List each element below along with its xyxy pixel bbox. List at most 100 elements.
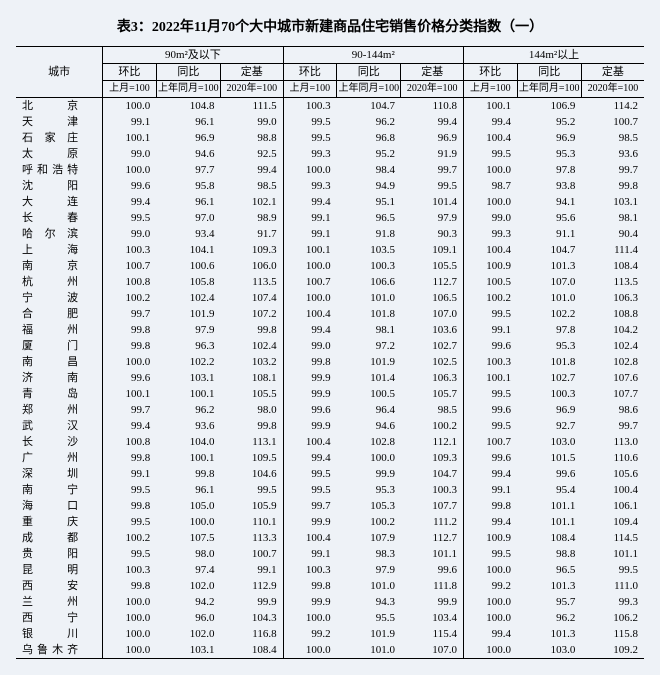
value-cell: 99.3 [464, 226, 518, 242]
table-row: 乌鲁木齐100.0103.1108.4100.0101.0107.0100.01… [16, 642, 644, 659]
value-cell: 99.7 [401, 162, 464, 178]
value-cell: 105.6 [581, 466, 644, 482]
value-cell: 99.5 [103, 514, 157, 530]
value-cell: 100.1 [283, 242, 337, 258]
value-cell: 100.0 [464, 594, 518, 610]
value-cell: 96.8 [337, 130, 401, 146]
value-cell: 100.9 [464, 258, 518, 274]
value-cell: 99.0 [103, 146, 157, 162]
value-cell: 100.7 [464, 434, 518, 450]
value-cell: 102.0 [156, 626, 220, 642]
value-cell: 100.4 [464, 242, 518, 258]
value-cell: 100.4 [464, 130, 518, 146]
price-index-table: 城市 90m²及以下 90-144m² 144m²以上 环比 同比 定基 环比 … [16, 46, 644, 659]
table-row: 长春99.597.098.999.196.597.999.095.698.1 [16, 210, 644, 226]
sub-tb: 同比 [517, 64, 581, 81]
value-cell: 99.1 [221, 562, 284, 578]
value-cell: 108.8 [581, 306, 644, 322]
value-cell: 97.4 [156, 562, 220, 578]
value-cell: 101.3 [517, 626, 581, 642]
value-cell: 99.5 [103, 210, 157, 226]
value-cell: 103.1 [156, 370, 220, 386]
value-cell: 99.7 [283, 498, 337, 514]
value-cell: 95.2 [517, 114, 581, 130]
value-cell: 99.6 [401, 562, 464, 578]
value-cell: 99.7 [103, 402, 157, 418]
value-cell: 99.4 [464, 114, 518, 130]
sub-hb: 环比 [464, 64, 518, 81]
city-name: 南昌 [16, 354, 103, 370]
value-cell: 104.7 [401, 466, 464, 482]
value-cell: 99.1 [464, 322, 518, 338]
table-row: 哈尔滨99.093.491.799.191.890.399.391.190.4 [16, 226, 644, 242]
value-cell: 116.8 [221, 626, 284, 642]
value-cell: 101.0 [517, 290, 581, 306]
city-name: 昆明 [16, 562, 103, 578]
value-cell: 100.3 [103, 562, 157, 578]
value-cell: 108.4 [221, 642, 284, 659]
value-cell: 97.0 [156, 210, 220, 226]
value-cell: 113.5 [581, 274, 644, 290]
table-row: 宁波100.2102.4107.4100.0101.0106.5100.2101… [16, 290, 644, 306]
value-cell: 100.0 [283, 290, 337, 306]
value-cell: 100.0 [283, 642, 337, 659]
city-name: 长春 [16, 210, 103, 226]
value-cell: 100.0 [103, 594, 157, 610]
value-cell: 100.4 [581, 482, 644, 498]
value-cell: 111.8 [401, 578, 464, 594]
value-cell: 97.2 [337, 338, 401, 354]
value-cell: 100.0 [103, 610, 157, 626]
value-cell: 107.9 [337, 530, 401, 546]
city-name: 天津 [16, 114, 103, 130]
value-cell: 113.3 [221, 530, 284, 546]
city-name: 武汉 [16, 418, 103, 434]
value-cell: 92.5 [221, 146, 284, 162]
table-row: 南昌100.0102.2103.299.8101.9102.5100.3101.… [16, 354, 644, 370]
value-cell: 103.0 [517, 434, 581, 450]
sub-tb: 同比 [337, 64, 401, 81]
value-cell: 94.6 [156, 146, 220, 162]
base-1: 上年同月=100 [337, 81, 401, 98]
table-row: 深圳99.199.8104.699.599.9104.799.499.6105.… [16, 466, 644, 482]
value-cell: 99.9 [221, 594, 284, 610]
sub-hb: 环比 [103, 64, 157, 81]
table-row: 天津99.196.199.099.596.299.499.495.2100.7 [16, 114, 644, 130]
value-cell: 105.7 [401, 386, 464, 402]
value-cell: 90.3 [401, 226, 464, 242]
value-cell: 99.6 [517, 466, 581, 482]
value-cell: 106.0 [221, 258, 284, 274]
value-cell: 96.5 [517, 562, 581, 578]
value-cell: 100.6 [156, 258, 220, 274]
value-cell: 95.3 [517, 146, 581, 162]
value-cell: 100.2 [401, 418, 464, 434]
value-cell: 99.1 [103, 114, 157, 130]
value-cell: 96.2 [156, 402, 220, 418]
value-cell: 102.5 [401, 354, 464, 370]
value-cell: 99.8 [581, 178, 644, 194]
value-cell: 100.3 [464, 354, 518, 370]
value-cell: 101.1 [401, 546, 464, 562]
value-cell: 110.8 [401, 98, 464, 115]
value-cell: 105.9 [221, 498, 284, 514]
value-cell: 100.3 [103, 242, 157, 258]
value-cell: 95.7 [517, 594, 581, 610]
table-row: 厦门99.896.3102.499.097.2102.799.695.3102.… [16, 338, 644, 354]
value-cell: 100.7 [283, 274, 337, 290]
value-cell: 109.1 [401, 242, 464, 258]
value-cell: 98.8 [221, 130, 284, 146]
base-0: 上月=100 [103, 81, 157, 98]
value-cell: 113.1 [221, 434, 284, 450]
value-cell: 93.6 [156, 418, 220, 434]
value-cell: 95.8 [156, 178, 220, 194]
value-cell: 103.6 [401, 322, 464, 338]
group-2: 144m²以上 [464, 47, 645, 64]
value-cell: 115.4 [401, 626, 464, 642]
value-cell: 101.4 [401, 194, 464, 210]
value-cell: 107.7 [401, 498, 464, 514]
value-cell: 100.1 [103, 386, 157, 402]
value-cell: 106.3 [581, 290, 644, 306]
value-cell: 99.7 [581, 162, 644, 178]
value-cell: 105.3 [337, 498, 401, 514]
value-cell: 107.6 [581, 370, 644, 386]
value-cell: 96.1 [156, 114, 220, 130]
